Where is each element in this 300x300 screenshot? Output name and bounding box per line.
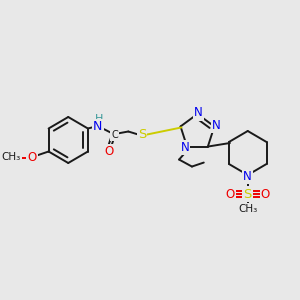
Text: CH₃: CH₃ — [238, 204, 257, 214]
Text: S: S — [244, 188, 252, 200]
Text: O: O — [225, 188, 235, 200]
Text: N: N — [194, 106, 203, 119]
Text: N: N — [243, 169, 252, 182]
Text: O: O — [27, 151, 37, 164]
Text: O: O — [261, 188, 270, 200]
Text: S: S — [138, 128, 146, 141]
Text: O: O — [104, 145, 113, 158]
Text: H: H — [94, 113, 103, 124]
Text: C: C — [111, 130, 118, 140]
Text: N: N — [93, 120, 102, 133]
Text: N: N — [181, 141, 189, 154]
Text: N: N — [212, 119, 221, 132]
Text: CH₃: CH₃ — [2, 152, 21, 163]
